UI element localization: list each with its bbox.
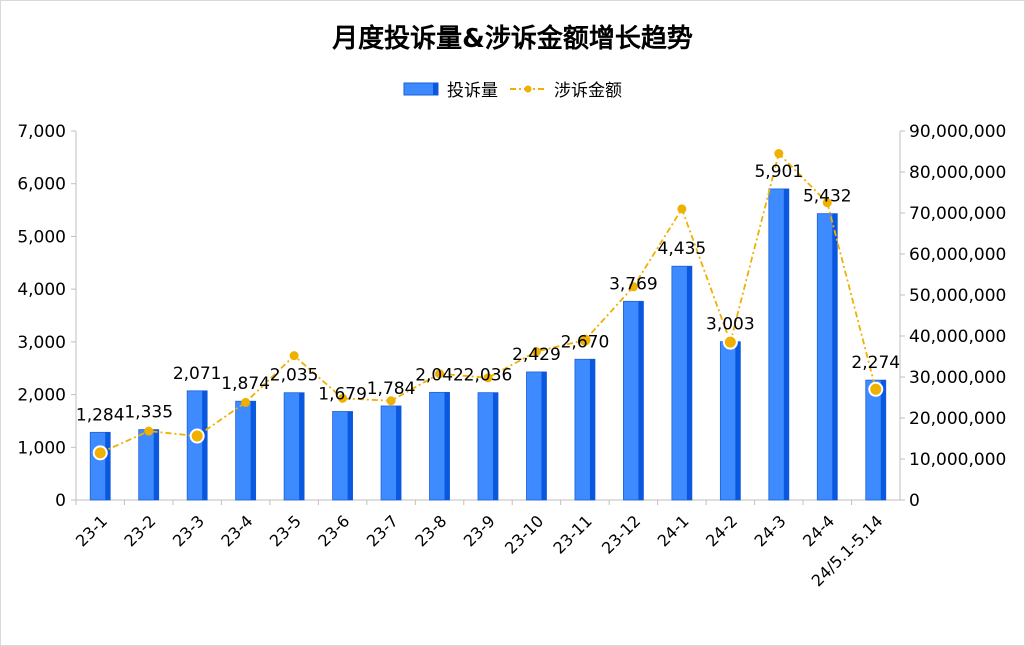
legend-line-swatch xyxy=(510,85,546,92)
x-tick-label: 23-5 xyxy=(266,511,305,550)
y-right-tick-label: 30,000,000 xyxy=(909,368,1006,388)
bar-side-shade xyxy=(153,429,159,500)
y-left-tick-label: 4,000 xyxy=(17,280,66,300)
bar-side-shade xyxy=(250,401,256,500)
bar-side-shade xyxy=(589,359,595,500)
bar-data-label: 2,670 xyxy=(561,332,610,352)
y-left-tick-label: 2,000 xyxy=(17,386,66,406)
y-left-tick-label: 6,000 xyxy=(17,175,66,195)
bar-side-shade xyxy=(541,371,547,500)
bar-data-label: 2,429 xyxy=(512,345,561,365)
bar-side-shade xyxy=(105,432,111,500)
bar-side-shade xyxy=(735,341,741,500)
x-tick-label: 23-1 xyxy=(72,511,111,550)
y-right-tick-label: 80,000,000 xyxy=(909,163,1006,183)
x-tick-label: 24-4 xyxy=(799,511,838,550)
y-right-tick-label: 60,000,000 xyxy=(909,245,1006,265)
bar-data-label: 2,042 xyxy=(415,365,464,385)
bar-data-label: 3,769 xyxy=(609,274,658,294)
line-point xyxy=(677,204,687,214)
x-tick-label: 23-12 xyxy=(598,511,644,557)
line-point xyxy=(189,428,205,444)
line-point xyxy=(577,332,593,348)
x-tick-label: 23-8 xyxy=(411,511,450,550)
line-point xyxy=(144,426,154,436)
line-point xyxy=(774,149,784,159)
bar-side-shade xyxy=(396,405,402,500)
y-right-tick-label: 50,000,000 xyxy=(909,286,1006,306)
bar-side-shade xyxy=(202,390,208,500)
bar-side-shade xyxy=(347,411,353,500)
bar-data-label: 2,274 xyxy=(851,353,900,373)
legend-label-bar: 投诉量 xyxy=(447,81,498,101)
line-point xyxy=(241,397,251,407)
line-point xyxy=(435,369,445,379)
legend-label-line: 涉诉金额 xyxy=(554,81,622,101)
x-tick-label: 23-3 xyxy=(169,511,208,550)
x-tick-label: 23-4 xyxy=(217,511,256,550)
line-point xyxy=(92,445,108,461)
x-tick-label: 23-10 xyxy=(501,511,547,557)
line-point xyxy=(289,351,299,361)
x-tick-label: 23-9 xyxy=(460,511,499,550)
line-point xyxy=(531,347,541,357)
bar-side-shade xyxy=(638,301,644,500)
y-left-tick-label: 1,000 xyxy=(17,438,66,458)
legend-item-bar: 投诉量 xyxy=(403,76,498,101)
x-tick-label: 23-7 xyxy=(363,511,402,550)
line-point xyxy=(483,373,493,383)
x-tick-label: 23-2 xyxy=(120,511,159,550)
x-tick-label: 23-11 xyxy=(549,511,595,557)
y-left-tick-label: 0 xyxy=(55,491,66,511)
bar-data-label: 5,432 xyxy=(803,187,852,207)
line-point xyxy=(628,282,638,292)
bar-data-label: 1,679 xyxy=(318,384,367,404)
x-tick-label: 24-3 xyxy=(751,511,790,550)
x-tick-label: 24-2 xyxy=(702,511,741,550)
legend-item-line: 涉诉金额 xyxy=(508,76,622,101)
chart-title: 月度投诉量&涉诉金额增长趋势 xyxy=(332,24,693,54)
x-tick-label: 24-1 xyxy=(654,511,693,550)
chart-legend: 投诉量 涉诉金额 xyxy=(0,76,1025,101)
bar-side-shade xyxy=(444,392,450,500)
y-left-tick-label: 3,000 xyxy=(17,333,66,353)
bar-side-shade xyxy=(832,213,838,500)
line-point xyxy=(722,334,738,350)
bar-side-shade xyxy=(783,188,789,501)
bar-data-label: 2,035 xyxy=(270,366,319,386)
bar-data-label: 3,003 xyxy=(706,315,755,335)
line-point xyxy=(338,393,348,403)
y-left-tick-label: 7,000 xyxy=(17,122,66,142)
bar-side-shade xyxy=(880,380,886,500)
bar-data-label: 5,901 xyxy=(754,162,803,182)
bar-data-label: 1,874 xyxy=(221,374,270,394)
bar-data-label: 1,784 xyxy=(367,379,416,399)
bar-side-shade xyxy=(686,266,692,500)
y-left-tick-label: 5,000 xyxy=(17,227,66,247)
line-point xyxy=(868,381,884,397)
y-right-tick-label: 90,000,000 xyxy=(909,122,1006,142)
bar-data-label: 2,071 xyxy=(173,364,222,384)
bar-side-shade xyxy=(493,392,498,500)
bar-data-label: 1,335 xyxy=(124,403,173,423)
y-right-tick-label: 70,000,000 xyxy=(909,204,1006,224)
bar-data-label: 2,036 xyxy=(464,366,513,386)
bar-data-label: 1,284 xyxy=(76,405,125,425)
legend-bar-swatch xyxy=(403,82,439,95)
line-series-amount xyxy=(99,151,877,454)
y-right-tick-label: 0 xyxy=(909,491,920,511)
x-tick-label: 23-6 xyxy=(314,511,353,550)
y-right-tick-label: 10,000,000 xyxy=(909,450,1006,470)
y-right-tick-label: 40,000,000 xyxy=(909,327,1006,347)
line-point xyxy=(386,396,396,406)
line-point xyxy=(822,198,832,208)
y-right-tick-label: 20,000,000 xyxy=(909,409,1006,429)
bar-data-label: 4,435 xyxy=(658,239,707,259)
bar-side-shade xyxy=(299,392,305,500)
